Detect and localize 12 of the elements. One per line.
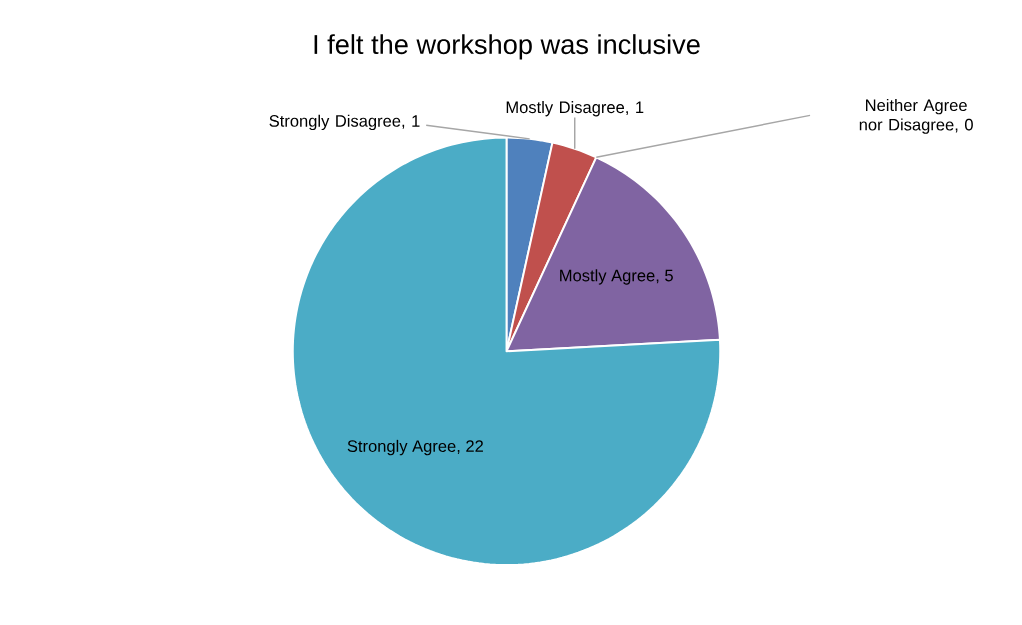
text: , 0 xyxy=(955,119,973,133)
data-label: , 1 xyxy=(402,115,420,129)
slice-label: Mostly Disagree xyxy=(506,101,625,117)
data-label: , 5 xyxy=(656,270,673,284)
data-label: , 22 xyxy=(457,440,483,455)
data-label: , 1 xyxy=(626,101,644,116)
chart-title: I felt the workshop was inclusive xyxy=(314,34,700,60)
slice-label: Strongly Disagree xyxy=(269,114,401,131)
slice-label: Mostly Agree xyxy=(560,269,655,285)
category-label: Neither Agree xyxy=(866,99,967,115)
category-label: nor Disagree xyxy=(859,118,954,135)
slice-label: Strongly Agree xyxy=(347,440,456,456)
